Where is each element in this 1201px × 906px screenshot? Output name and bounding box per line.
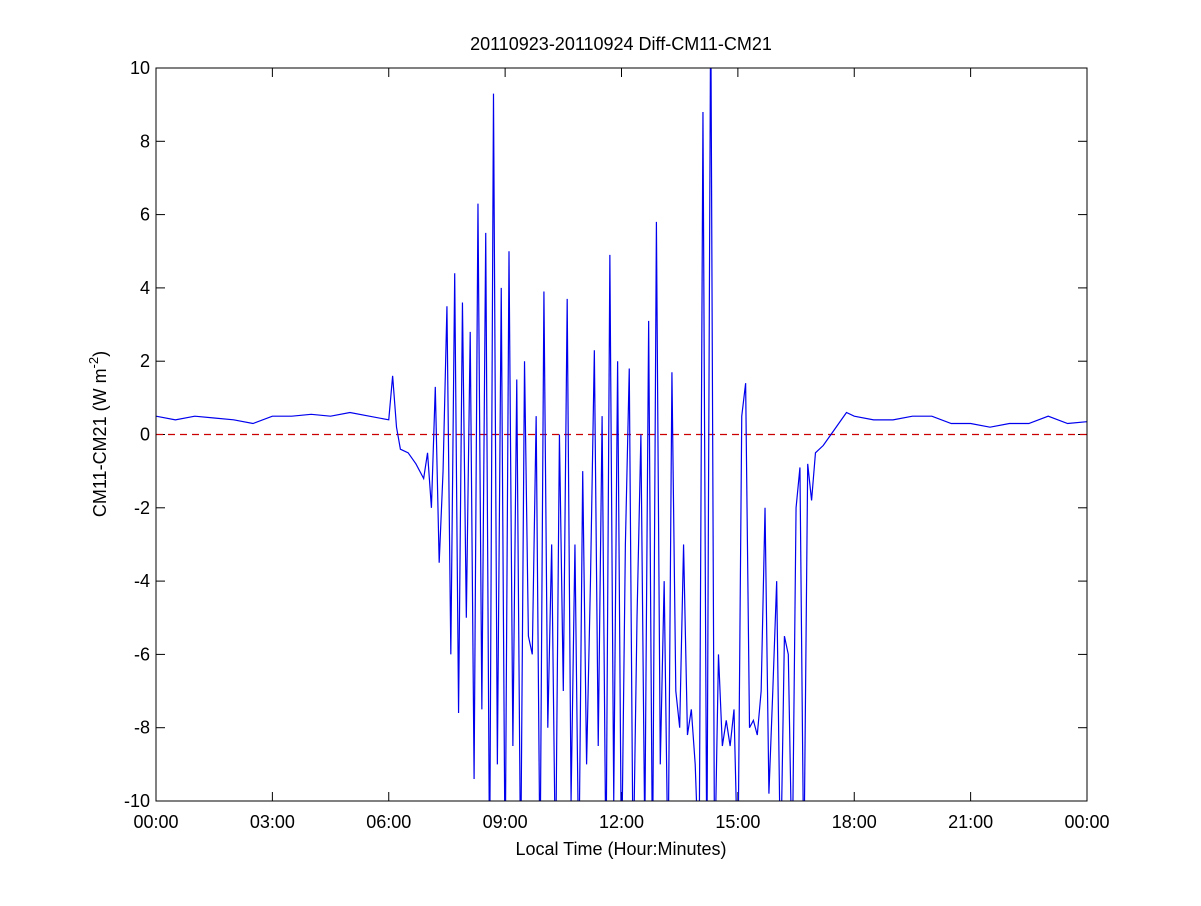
y-tick-label: 8 [140, 131, 150, 151]
y-tick-label: -10 [124, 791, 150, 811]
x-axis-label: Local Time (Hour:Minutes) [515, 839, 726, 859]
x-tick-label: 12:00 [599, 812, 644, 832]
x-tick-label: 09:00 [483, 812, 528, 832]
y-axis-label: CM11-CM21 (W m-2) [86, 351, 110, 517]
x-tick-label: 21:00 [948, 812, 993, 832]
y-tick-label: -8 [134, 718, 150, 738]
x-tick-label: 03:00 [250, 812, 295, 832]
data-line [156, 68, 1087, 801]
x-tick-label: 00:00 [133, 812, 178, 832]
y-tick-label: 6 [140, 205, 150, 225]
x-tick-label: 15:00 [715, 812, 760, 832]
y-tick-label: 4 [140, 278, 150, 298]
x-tick-label: 06:00 [366, 812, 411, 832]
x-tick-label: 18:00 [832, 812, 877, 832]
y-tick-label: -6 [134, 644, 150, 664]
y-tick-label: 10 [130, 58, 150, 78]
y-label-sup: -2 [86, 357, 101, 369]
y-label-end: ) [90, 351, 110, 357]
y-tick-label: -4 [134, 571, 150, 591]
y-tick-label: 2 [140, 351, 150, 371]
x-tick-label: 00:00 [1064, 812, 1109, 832]
chart-title: 20110923-20110924 Diff-CM11-CM21 [470, 34, 772, 54]
y-tick-label: -2 [134, 498, 150, 518]
plot-frame [155, 67, 1088, 802]
y-label-text: CM11-CM21 (W m [90, 368, 110, 517]
y-tick-label: 0 [140, 425, 150, 445]
